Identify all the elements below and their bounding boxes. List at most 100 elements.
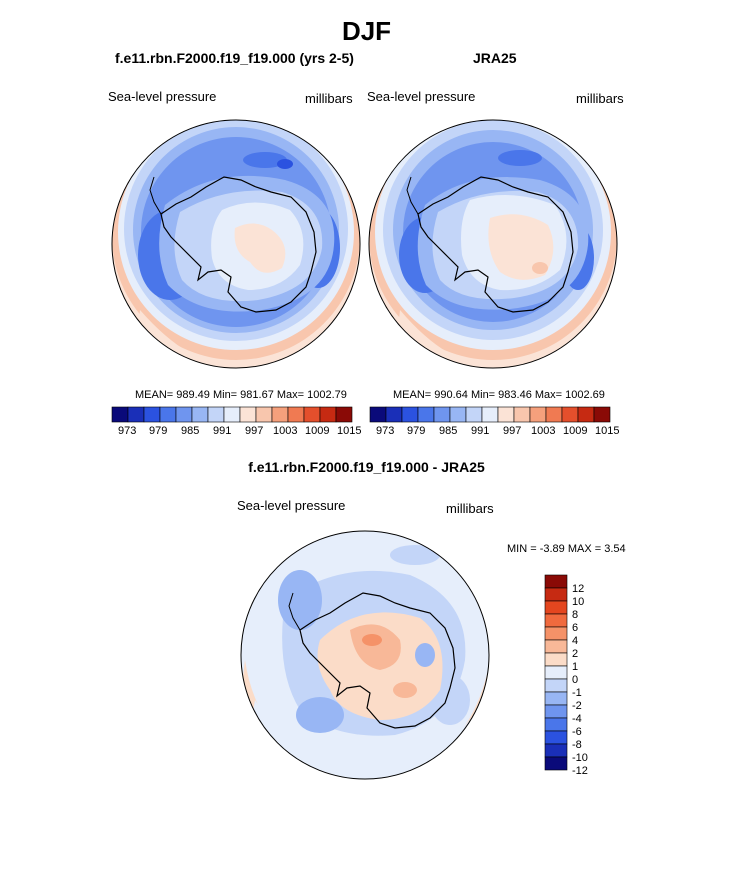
obs-colorbar-tick: 991 (471, 425, 490, 437)
obs-variable-label: Sea-level pressure (367, 89, 476, 104)
obs-colorbar-tick: 973 (376, 425, 395, 437)
map-fill (277, 159, 293, 169)
model-peninsula (149, 176, 162, 215)
map-fill (234, 223, 286, 273)
obs-colorbar-tick: 985 (439, 425, 458, 437)
diff-colorbar-tick: 6 (572, 622, 579, 634)
colorbar-swatch (255, 406, 273, 423)
model-colorbar-tick: 1003 (273, 425, 298, 437)
colorbar-swatch (593, 406, 611, 423)
colorbar-swatch (544, 730, 568, 745)
colorbar-swatch (513, 406, 531, 423)
diff-colorbar-tick: -2 (572, 700, 582, 712)
model-colorbar-tick: 997 (245, 425, 264, 437)
colorbar-swatch (544, 626, 568, 641)
colorbar-swatch (127, 406, 145, 423)
diff-minmax: MIN = -3.89 MAX = 3.54 (507, 543, 626, 555)
colorbar-swatch (449, 406, 467, 423)
colorbar-swatch (544, 691, 568, 706)
map-fill (296, 697, 344, 733)
colorbar-swatch (544, 717, 568, 732)
model-variable-label: Sea-level pressure (108, 89, 217, 104)
obs-colorbar-tick: 1003 (531, 425, 556, 437)
map-fill (498, 150, 542, 166)
colorbar-swatch (239, 406, 257, 423)
diff-colorbar-tick: -1 (572, 687, 582, 699)
diff-colorbar-tick: -10 (572, 752, 588, 764)
colorbar-swatch (544, 639, 568, 654)
colorbar-swatch (207, 406, 225, 423)
colorbar-swatch (143, 406, 161, 423)
colorbar-swatch (544, 665, 568, 680)
colorbar-swatch (417, 406, 435, 423)
model-colorbar-tick: 1015 (337, 425, 362, 437)
obs-units-label: millibars (576, 91, 624, 106)
colorbar-swatch (303, 406, 321, 423)
colorbar-swatch (175, 406, 193, 423)
map-fill (350, 624, 401, 670)
obs-peninsula (406, 176, 419, 215)
colorbar-swatch (544, 613, 568, 628)
map-fill (243, 152, 287, 168)
colorbar-swatch (111, 406, 129, 423)
diff-coastline (299, 592, 456, 729)
colorbar-swatch (497, 406, 515, 423)
model-panel-title: f.e11.rbn.F2000.f19_f19.000 (yrs 2-5) (115, 50, 354, 66)
diff-colorbar-tick: 10 (572, 596, 585, 608)
colorbar-swatch (369, 406, 387, 423)
model-colorbar-tick: 985 (181, 425, 200, 437)
colorbar-swatch (465, 406, 483, 423)
colorbar-swatch (529, 406, 547, 423)
colorbar-swatch (481, 406, 499, 423)
model-stats: MEAN= 989.49 Min= 981.67 Max= 1002.79 (135, 389, 347, 401)
diff-colorbar-tick: 1 (572, 661, 579, 673)
map-fill (415, 643, 435, 667)
obs-map-border (368, 119, 618, 369)
diff-colorbar-tick: -6 (572, 726, 582, 738)
model-coastline (160, 176, 317, 313)
obs-colorbar-tick: 1015 (595, 425, 620, 437)
figure-season-title: DJF (341, 16, 392, 46)
model-colorbar-tick: 1009 (305, 425, 330, 437)
colorbar-swatch (545, 406, 563, 423)
colorbar-swatch (287, 406, 305, 423)
diff-colorbar-tick: -8 (572, 739, 582, 751)
colorbar-swatch (223, 406, 241, 423)
model-colorbar-tick: 973 (118, 425, 137, 437)
model-colorbar-tick: 991 (213, 425, 232, 437)
map-fill (390, 545, 440, 565)
colorbar-swatch (335, 406, 353, 423)
diff-colorbar (544, 574, 568, 771)
model-colorbar-tick: 979 (149, 425, 168, 437)
model-map-border (111, 119, 361, 369)
diff-peninsula (288, 592, 301, 631)
obs-coastline (417, 176, 574, 313)
colorbar-swatch (544, 678, 568, 693)
diff-variable-label: Sea-level pressure (237, 498, 346, 513)
diff-slp-map (241, 531, 489, 779)
diff-panel-title: f.e11.rbn.F2000.f19_f19.000 - JRA25 (248, 459, 485, 475)
colorbar-swatch (319, 406, 337, 423)
colorbar-swatch (544, 756, 568, 771)
colorbar-swatch (191, 406, 209, 423)
colorbar-swatch (561, 406, 579, 423)
diff-colorbar-tick: 12 (572, 583, 585, 595)
map-fill (393, 682, 417, 698)
diff-map-border (240, 530, 490, 780)
obs-colorbar-tick: 997 (503, 425, 522, 437)
map-fill (532, 262, 548, 274)
colorbar-swatch (271, 406, 289, 423)
colorbar-swatch (544, 652, 568, 667)
colorbar-swatch (433, 406, 451, 423)
colorbar-swatch (544, 600, 568, 615)
colorbar-swatch (544, 743, 568, 758)
diff-colorbar-tick: 2 (572, 648, 579, 660)
model-slp-map (112, 120, 360, 368)
colorbar-swatch (544, 574, 568, 589)
obs-colorbar (369, 406, 611, 423)
diff-colorbar-tick: 8 (572, 609, 579, 621)
diff-colorbar-tick: -12 (572, 765, 588, 777)
obs-panel-title: JRA25 (473, 50, 517, 66)
map-fill (362, 634, 382, 646)
